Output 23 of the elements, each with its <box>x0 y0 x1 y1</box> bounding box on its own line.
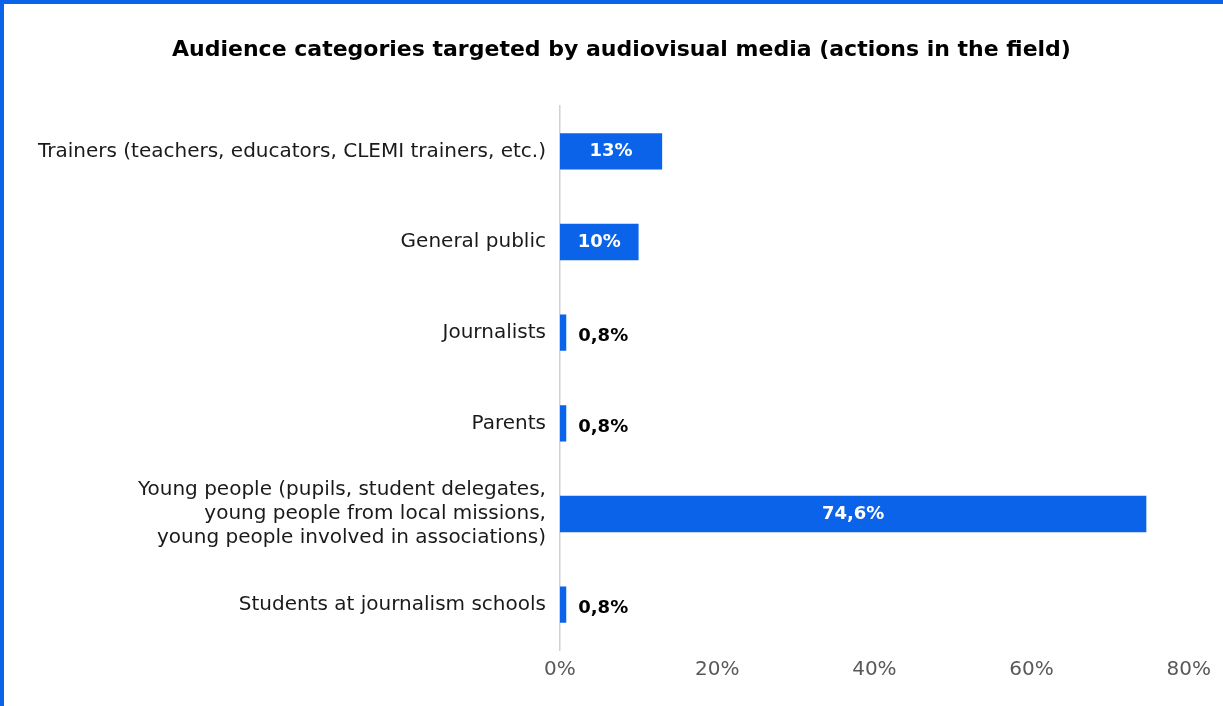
bar <box>559 405 567 442</box>
y-tick-label: Journalists <box>440 318 546 343</box>
y-tick-label: General public <box>400 228 546 253</box>
y-tick-label: Young people (pupils, student delegates, young people from local missions, young people involved in associations) <box>136 476 546 549</box>
bar <box>559 495 1147 533</box>
data-label: 0,8% <box>578 596 629 618</box>
x-tick-label: 60% <box>1009 656 1054 681</box>
data-label: 0,8% <box>578 415 629 437</box>
y-tick-label: Parents <box>471 409 546 434</box>
bar <box>559 133 663 170</box>
x-tick-label: 40% <box>852 656 897 681</box>
bar <box>559 314 567 351</box>
data-label: 74,6% <box>821 501 885 523</box>
data-label: 13% <box>589 139 633 161</box>
data-label: 10% <box>577 229 621 251</box>
data-label: 0,8% <box>578 324 629 346</box>
x-tick-label: 80% <box>1166 656 1211 681</box>
bar <box>559 586 567 623</box>
y-tick-label: Trainers (teachers, educators, CLEMI trainers, etc.) <box>37 137 546 162</box>
x-tick-label: 20% <box>694 656 740 681</box>
x-tick-label: 0% <box>544 656 576 681</box>
chart-title: Audience categories targeted by audiovisual media (actions in the field) <box>171 36 1072 61</box>
y-tick-label: Students at journalism schools <box>238 590 546 615</box>
